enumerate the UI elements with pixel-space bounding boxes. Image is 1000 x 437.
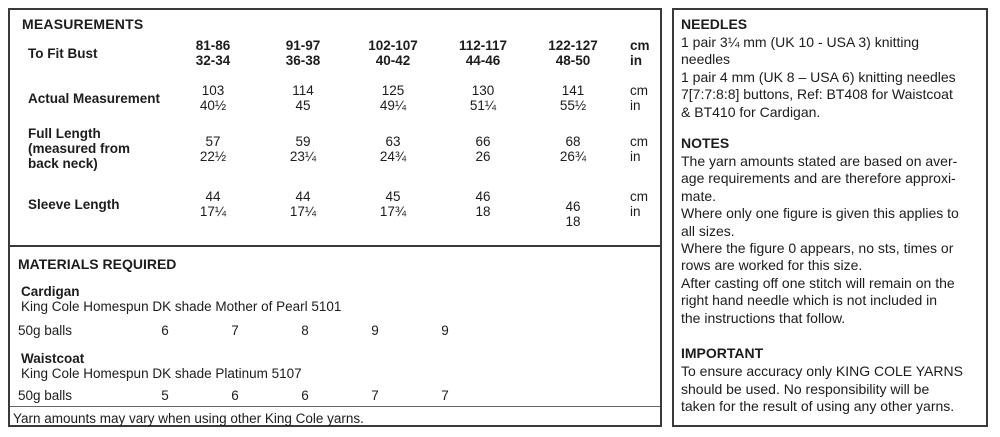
balls-count: 6 — [301, 388, 309, 403]
measurements-title: MEASUREMENTS — [22, 16, 144, 32]
balls-count: 5 — [161, 388, 169, 403]
size-value-cell: 125 49¼ — [379, 83, 407, 113]
size-value-cell: 44 17¼ — [289, 189, 317, 219]
balls-count: 9 — [441, 323, 449, 338]
balls-row-waistcoat: 50g balls 5 6 6 7 7 — [10, 388, 660, 403]
measurements-materials-panel: MEASUREMENTS To Fit Bust 81-86 32-34 91-… — [8, 8, 662, 427]
size-value-cell: 44 17¼ — [199, 189, 227, 219]
important-line: taken for the result of using any other … — [681, 397, 955, 414]
size-value-cell: 91-97 36-38 — [285, 38, 321, 68]
balls-count: 8 — [301, 323, 309, 338]
size-value-cell: 122-127 48-50 — [548, 38, 598, 68]
notes-line: The yarn amounts stated are based on ave… — [681, 153, 958, 170]
row-to-fit-bust: To Fit Bust 81-86 32-34 91-97 36-38 102-… — [10, 36, 660, 70]
needles-notes-panel: NEEDLES 1 pair 3¼ mm (UK 10 - USA 3) kni… — [672, 8, 988, 427]
important-line: should be used. No responsibility will b… — [681, 380, 930, 397]
notes-line: age requirements and are therefore appro… — [681, 170, 956, 187]
size-value-cell: 46 18 — [528, 171, 618, 229]
needles-line: needles — [681, 51, 731, 68]
important-line: To ensure accuracy only KING COLE YARNS — [681, 363, 963, 380]
size-value-cell: 81-86 32-34 — [195, 38, 231, 68]
notes-line: Where the figure 0 appears, no sts, time… — [681, 240, 954, 257]
balls-unit-label: 50g balls — [18, 388, 73, 403]
balls-count: 7 — [441, 388, 449, 403]
row-sleeve-length: Sleeve Length 44 17¼ 44 17¼ 45 17¾ 46 — [10, 171, 660, 229]
measurements-table: To Fit Bust 81-86 32-34 91-97 36-38 102-… — [10, 36, 660, 229]
row-label: Full Length (measured from back neck) — [28, 126, 131, 171]
yarn-disclaimer: Yarn amounts may vary when using other K… — [10, 406, 660, 426]
balls-count: 7 — [371, 388, 379, 403]
notes-line: right hand needle which is not included … — [681, 292, 938, 309]
offset-value: 46 18 — [565, 199, 581, 229]
notes-line: all sizes. — [681, 222, 735, 239]
unit-cell: cm in — [630, 133, 648, 164]
materials-section: MATERIALS REQUIRED Cardigan King Cole Ho… — [10, 256, 660, 426]
material-item-desc: King Cole Homespun DK shade Platinum 510… — [21, 366, 302, 381]
size-value-cell: 102-107 40-42 — [368, 38, 418, 68]
balls-count: 6 — [231, 388, 239, 403]
unit-cell: cm in — [630, 83, 648, 113]
size-value-cell: 45 17¾ — [379, 189, 407, 219]
notes-section: NOTES The yarn amounts stated are based … — [681, 135, 976, 327]
needles-line: 1 pair 3¼ mm (UK 10 - USA 3) knitting — [681, 34, 920, 50]
row-label: Sleeve Length — [28, 196, 120, 212]
size-value-cell: 63 24¾ — [379, 133, 407, 164]
size-value-cell: 59 23¼ — [289, 133, 317, 164]
needles-section: NEEDLES 1 pair 3¼ mm (UK 10 - USA 3) kni… — [681, 16, 976, 121]
size-value-cell: 141 55½ — [559, 83, 587, 113]
balls-count: 6 — [161, 323, 169, 338]
balls-row-cardigan: 50g balls 6 7 8 9 9 — [10, 323, 660, 338]
size-value-cell: 46 18 — [475, 189, 491, 219]
notes-line: the instructions that follow. — [681, 309, 846, 326]
material-item-name: Cardigan — [21, 284, 80, 299]
size-value-cell: 130 51¼ — [469, 83, 497, 113]
balls-count: 9 — [371, 323, 379, 338]
size-value-cell: 114 45 — [292, 83, 314, 113]
unit-cell: cm in — [630, 38, 650, 68]
measurements-section: MEASUREMENTS To Fit Bust 81-86 32-34 91-… — [10, 16, 660, 247]
notes-line: After casting off one stitch will remain… — [681, 274, 955, 291]
notes-line: rows are worked for this size. — [681, 257, 863, 274]
material-item-name: Waistcoat — [21, 351, 85, 366]
size-value-cell: 57 22½ — [199, 133, 227, 164]
size-value-cell: 112-117 44-46 — [458, 38, 508, 68]
needles-title: NEEDLES — [681, 16, 748, 32]
row-full-length: Full Length (measured from back neck) 57… — [10, 113, 660, 171]
needles-line: 7[7:7:8:8] buttons, Ref: BT408 for Waist… — [681, 86, 953, 103]
notes-line: Where only one figure is given this appl… — [681, 205, 959, 222]
unit-cell: cm in — [630, 189, 648, 219]
size-value-cell: 66 26 — [475, 133, 491, 164]
row-label: Actual Measurement — [28, 90, 161, 106]
materials-title: MATERIALS REQUIRED — [18, 256, 177, 272]
important-section: IMPORTANT To ensure accuracy only KING C… — [681, 345, 976, 415]
notes-line: mate. — [681, 187, 717, 204]
balls-count: 7 — [231, 323, 239, 338]
row-label: To Fit Bust — [28, 45, 98, 61]
needles-line: 1 pair 4 mm (UK 8 – USA 6) knitting need… — [681, 68, 956, 85]
needles-line: & BT410 for Cardigan. — [681, 103, 821, 120]
row-actual-measurement: Actual Measurement 103 40½ 114 45 125 49… — [10, 70, 660, 113]
size-value-cell: 103 40½ — [199, 83, 227, 113]
balls-unit-label: 50g balls — [18, 323, 73, 338]
notes-title: NOTES — [681, 135, 730, 152]
material-item-desc: King Cole Homespun DK shade Mother of Pe… — [21, 299, 342, 314]
important-title: IMPORTANT — [681, 345, 764, 362]
size-value-cell: 68 26¾ — [559, 133, 587, 164]
